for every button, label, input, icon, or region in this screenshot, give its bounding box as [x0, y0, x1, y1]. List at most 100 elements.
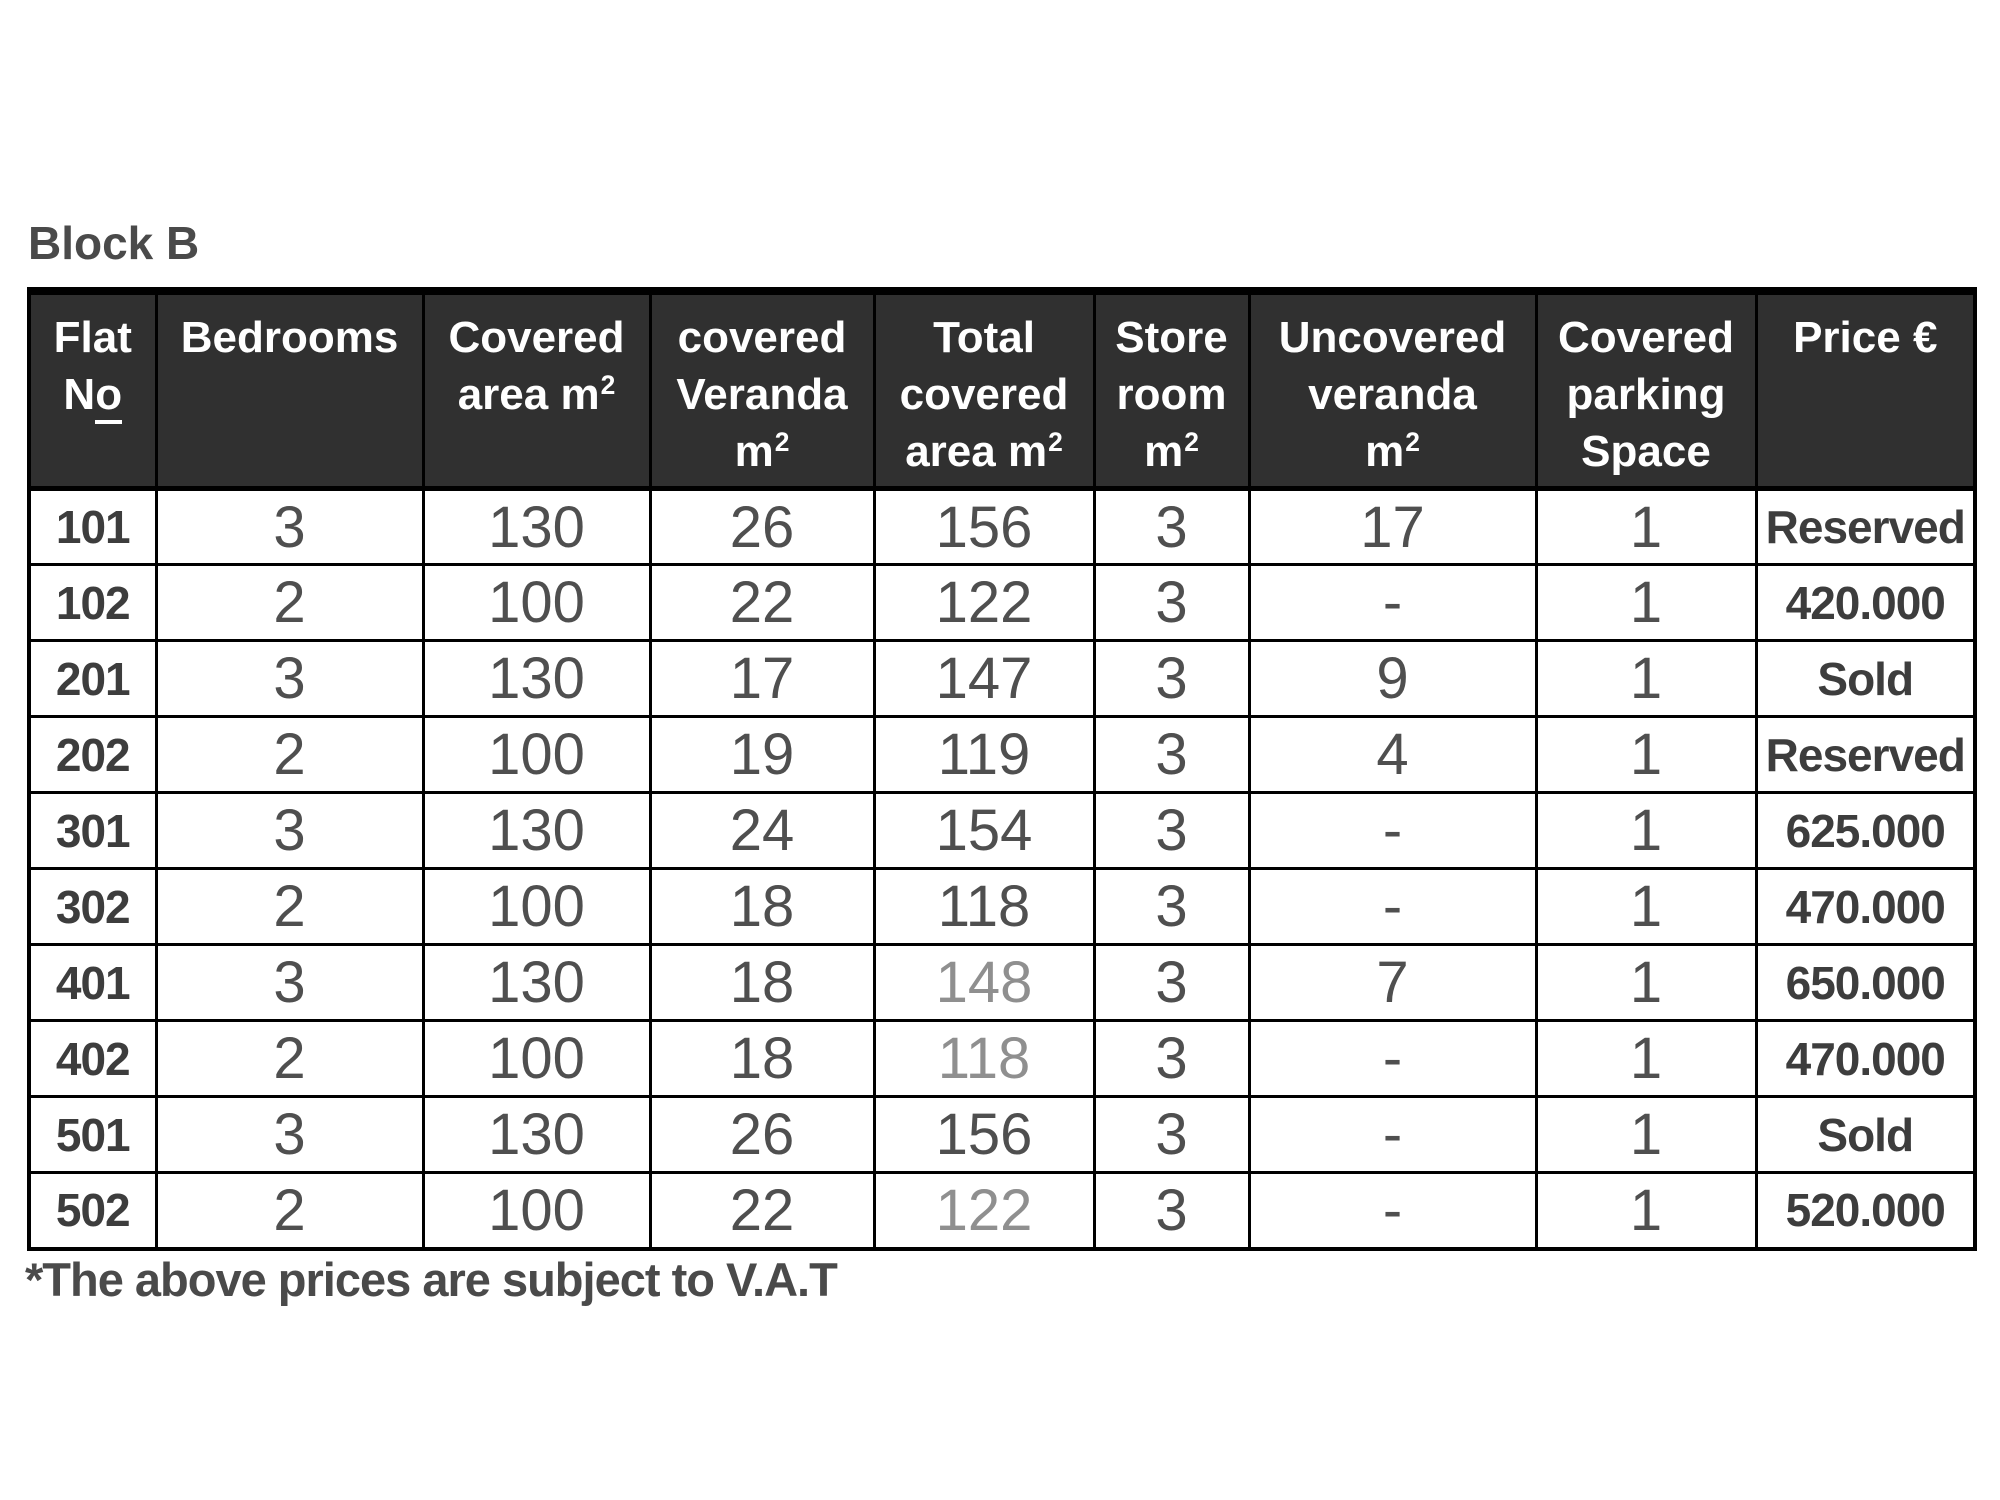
table-cell: 3 [154, 487, 425, 566]
table-cell: 1 [1534, 1171, 1758, 1250]
vat-footnote: *The above prices are subject to V.A.T [25, 1253, 838, 1306]
table-cell: 19 [648, 715, 876, 794]
price-cell: Sold [1754, 639, 1977, 718]
price-cell: 520.000 [1754, 1171, 1977, 1250]
table-cell: 118 [872, 1019, 1096, 1098]
superscript-2: 2 [600, 370, 616, 401]
table-cell: 148 [872, 943, 1096, 1022]
column-header-flat-no: Flat No [27, 289, 158, 491]
table-cell: 18 [648, 943, 876, 1022]
header-line: No [35, 366, 151, 424]
table-cell: - [1247, 791, 1538, 870]
table-cell: 3 [1092, 867, 1251, 946]
table-cell: 26 [648, 1095, 876, 1174]
header-line: area m2 [880, 423, 1089, 484]
table-cell: 2 [154, 867, 425, 946]
table-cell: 1 [1534, 1095, 1758, 1174]
flat-number-cell: 301 [27, 791, 158, 870]
table-cell: 3 [154, 639, 425, 718]
table-cell: 119 [872, 715, 1096, 794]
superscript-2: 2 [1184, 427, 1199, 458]
table-cell: 1 [1534, 715, 1758, 794]
header-text: room [1116, 370, 1227, 419]
table-cell: 2 [154, 1019, 425, 1098]
table-cell: 18 [648, 1019, 876, 1098]
header-text: Covered [1557, 313, 1735, 362]
table-cell: 130 [421, 791, 652, 870]
table-row: 501 3 130 26 156 3-1 Sold [27, 1095, 1977, 1174]
column-header-covered-area: Covered area m2 [421, 289, 652, 491]
header-row: Flat No Bedrooms Covered area m2 covered Veran… [27, 289, 1977, 491]
price-cell: Reserved [1754, 487, 1977, 566]
header-line: parking [1542, 366, 1751, 423]
flat-number-cell: 202 [27, 715, 158, 794]
table-cell: 156 [872, 487, 1096, 566]
header-line: Store [1100, 309, 1244, 366]
table-row: 402 2 100 18 118 3-1 470.000 [27, 1019, 1977, 1098]
table-cell: 2 [154, 1171, 425, 1250]
table-row: 301 3 130 24 154 3-1 625.000 [27, 791, 1977, 870]
header-line: Flat [35, 309, 151, 366]
price-cell: Reserved [1754, 715, 1977, 794]
header-line: Uncovered [1255, 309, 1531, 366]
table-cell: 7 [1247, 943, 1538, 1022]
price-cell: 470.000 [1754, 1019, 1977, 1098]
header-text: covered [899, 370, 1069, 419]
column-header-price: Price € [1754, 289, 1977, 491]
table-cell: 26 [648, 487, 876, 566]
flat-number-cell: 402 [27, 1019, 158, 1098]
table-row: 401 3 130 18 148 3 7 1 650.000 [27, 943, 1977, 1022]
header-line: m2 [1100, 423, 1244, 484]
flat-number-cell: 302 [27, 867, 158, 946]
table-cell: 3 [154, 1095, 425, 1174]
table-cell: 3 [1092, 487, 1251, 566]
superscript-2: 2 [1405, 427, 1420, 458]
table-row: 102 2 100 22 122 3-1 420.000 [27, 563, 1977, 642]
table-cell: 122 [872, 563, 1096, 642]
flat-number-cell: 201 [27, 639, 158, 718]
table-cell: 3 [1092, 791, 1251, 870]
flat-number-cell: 501 [27, 1095, 158, 1174]
header-text: Bedrooms [180, 313, 399, 362]
table-cell: 17 [648, 639, 876, 718]
price-cell: Sold [1754, 1095, 1977, 1174]
table-cell: 3 [154, 943, 425, 1022]
table-row: 302 2 100 18 118 3-1 470.000 [27, 867, 1977, 946]
flat-number-cell: 401 [27, 943, 158, 1022]
header-line: veranda [1255, 366, 1531, 423]
table-cell: 3 [1092, 943, 1251, 1022]
price-cell: 470.000 [1754, 867, 1977, 946]
header-line: Covered [1542, 309, 1751, 366]
table-cell: - [1247, 563, 1538, 642]
table-cell: 154 [872, 791, 1096, 870]
table-cell: 2 [154, 563, 425, 642]
column-header-covered-parking: Covered parking Space [1534, 289, 1758, 491]
table-cell: 1 [1534, 563, 1758, 642]
header-line: covered [656, 309, 869, 366]
table-cell: 3 [1092, 563, 1251, 642]
superscript-2: 2 [1048, 427, 1063, 458]
header-text: Covered [448, 313, 625, 362]
table-cell: 130 [421, 943, 652, 1022]
header-text: Space [1581, 427, 1711, 476]
header-line: Total [880, 309, 1089, 366]
column-header-store-room: Store room m2 [1092, 289, 1251, 491]
table-cell: 9 [1247, 639, 1538, 718]
price-cell: 420.000 [1754, 563, 1977, 642]
flat-number-cell: 101 [27, 487, 158, 566]
header-line: m2 [1255, 423, 1531, 484]
header-text: o [95, 370, 123, 424]
table-row: 201 3 130 17 147 3 9 1 Sold [27, 639, 1977, 718]
header-line: Bedrooms [162, 309, 418, 366]
table-cell: 3 [1092, 1095, 1251, 1174]
header-text: covered [677, 313, 847, 362]
column-header-uncovered-veranda: Uncovered veranda m2 [1247, 289, 1538, 491]
table-cell: 24 [648, 791, 876, 870]
table-cell: 3 [1092, 639, 1251, 718]
price-table: Flat No Bedrooms Covered area m2 covered Veran… [27, 287, 1977, 1251]
header-text: m [1144, 427, 1184, 476]
header-text: Price € [1793, 313, 1938, 362]
table-cell: 156 [872, 1095, 1096, 1174]
table-cell: 1 [1534, 943, 1758, 1022]
